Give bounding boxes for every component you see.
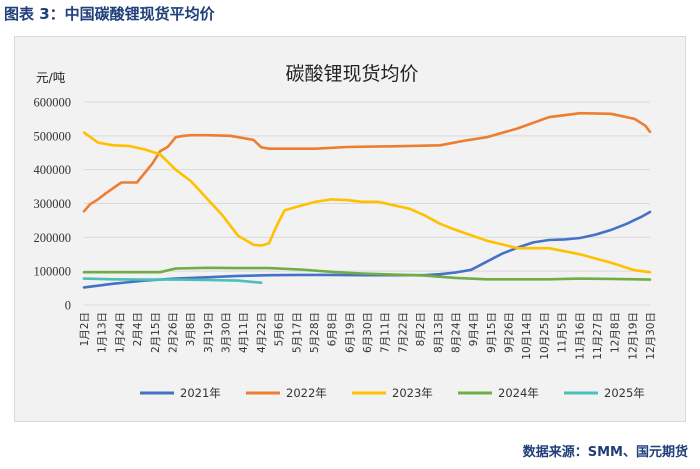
series-line-2025年 — [82, 277, 263, 285]
x-tick-label: 2月4日 — [132, 312, 144, 346]
chart-title: 碳酸锂现货均价 — [285, 63, 418, 85]
figure-title: 图表 3：中国碳酸锂现货平均价 — [4, 5, 215, 23]
x-tick-label: 12月19日 — [627, 312, 639, 360]
x-tick-label: 10月25日 — [539, 312, 551, 360]
series-line-2023年 — [82, 131, 652, 274]
x-tick-label: 11月16日 — [574, 312, 586, 360]
x-tick-label: 8月2日 — [415, 312, 427, 346]
series-line-2021年 — [82, 210, 652, 289]
data-source: 数据来源：SMM、国元期货 — [522, 445, 688, 460]
x-tick-label: 11月5日 — [557, 312, 569, 353]
x-tick-label: 4月11日 — [238, 312, 250, 353]
x-tick-label: 5月28日 — [309, 312, 321, 353]
y-tick-labels: 600000 500000 400000 300000 200000 100000 0 — [34, 96, 72, 313]
x-tick-label: 2月26日 — [167, 312, 179, 353]
x-tick-label: 3月8日 — [185, 312, 197, 346]
x-tick-label: 6月8日 — [327, 312, 339, 346]
x-tick-label: 7月11日 — [380, 312, 392, 353]
series-lines — [82, 111, 652, 289]
x-tick-labels: 1月2日 1月13日 1月24日 2月4日 2月15日 2月26日 3月8日 3月19日 3月3… — [79, 312, 657, 360]
x-tick-label: 3月30日 — [221, 312, 233, 353]
x-tick-label: 11月27日 — [592, 312, 604, 360]
y-tick-label: 100000 — [34, 265, 72, 279]
x-tick-label: 3月19日 — [203, 312, 215, 353]
x-tick-label: 7月22日 — [397, 312, 409, 353]
y-tick-label: 200000 — [34, 231, 72, 245]
legend-label: 2022年 — [286, 386, 327, 400]
gridlines — [84, 101, 650, 306]
x-tick-label: 12月30日 — [645, 312, 657, 360]
series-line-2022年 — [82, 111, 652, 213]
x-tick-label: 12月8日 — [610, 312, 622, 353]
x-tick-label: 5月17日 — [291, 312, 303, 353]
x-tick-label: 9月4日 — [468, 312, 480, 346]
chart-area — [14, 36, 686, 422]
x-tick-label: 8月13日 — [433, 312, 445, 353]
y-tick-label: 300000 — [34, 197, 72, 211]
y-tick-label: 0 — [65, 299, 71, 313]
x-tick-label: 6月30日 — [362, 312, 374, 353]
legend-label: 2024年 — [498, 386, 539, 400]
x-tick-label: 10月14日 — [521, 312, 533, 360]
y-tick-label: 500000 — [34, 129, 72, 143]
x-tick-label: 1月13日 — [97, 312, 109, 353]
x-tick-label: 5月6日 — [274, 312, 286, 346]
legend-label: 2025年 — [604, 386, 645, 400]
legend-label: 2023年 — [392, 386, 433, 400]
x-tick-label: 6月19日 — [344, 312, 356, 353]
y-tick-label: 600000 — [34, 96, 72, 110]
x-tick-label: 9月26日 — [504, 312, 516, 353]
x-tick-label: 1月24日 — [114, 312, 126, 353]
legend-label: 2021年 — [180, 386, 221, 400]
x-tick-label: 9月15日 — [486, 312, 498, 353]
series-line-2024年 — [82, 266, 652, 281]
y-tick-label: 400000 — [34, 163, 72, 177]
y-axis-unit: 元/吨 — [36, 70, 66, 85]
x-tick-label: 8月24日 — [450, 312, 462, 353]
x-tick-label: 2月15日 — [150, 312, 162, 353]
x-tick-label: 4月22日 — [256, 312, 268, 353]
legend: 2021年 2022年 2023年 2024年 2025年 — [140, 386, 645, 400]
x-tick-label: 1月2日 — [79, 312, 91, 346]
